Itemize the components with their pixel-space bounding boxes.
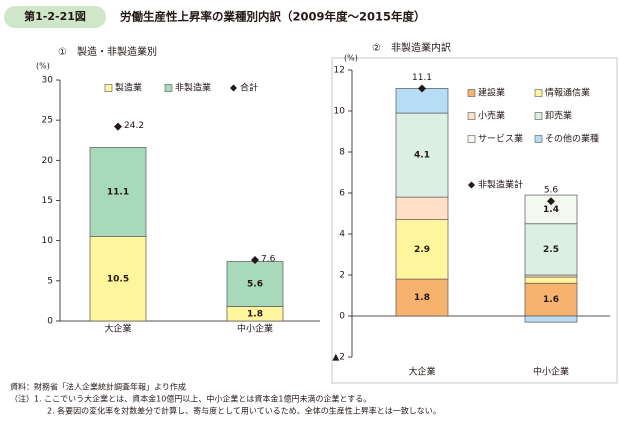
subtitle: ② 非製造業内訳 <box>372 41 451 54</box>
data-label: 5.6 <box>247 280 263 290</box>
legend-label: 非製造業 <box>175 82 211 94</box>
note: （注）1. ここでいう大企業とは、資本金10億円以上、中小企業とは資本金1億円未… <box>10 394 371 404</box>
data-label: 4.1 <box>414 151 430 161</box>
total-marker <box>547 197 555 206</box>
y-axis-label: (%) <box>344 54 358 63</box>
x-tick-label: 中小企業 <box>237 323 273 335</box>
legend-marker <box>230 84 237 92</box>
total-label: 5.6 <box>544 186 559 196</box>
y-tick-label: 10 <box>42 236 54 246</box>
badge-bg <box>4 6 106 28</box>
total-marker <box>114 122 122 131</box>
legend-swatch <box>534 135 543 143</box>
y-tick-label: 6 <box>339 189 345 199</box>
total-label: 7.6 <box>261 254 276 264</box>
total-marker <box>418 84 426 93</box>
y-tick-label: 5 <box>47 276 53 286</box>
note: 資料：財務省「法人企業統計調査年報」より作成 <box>10 382 186 392</box>
data-label: 10.5 <box>107 274 129 284</box>
data-label: 1.8 <box>414 293 430 303</box>
data-label: 11.1 <box>107 188 129 198</box>
data-label: 2.5 <box>543 245 559 255</box>
y-tick-label: 0 <box>47 317 53 327</box>
legend-swatch <box>534 112 543 120</box>
legend-label: 建設業 <box>478 87 505 99</box>
bar-segment <box>524 315 578 323</box>
y-tick-label: 25 <box>42 116 53 126</box>
legend-label: 製造業 <box>115 82 142 94</box>
title: 労働生産性上昇率の業種別内訳（2009年度～2015年度） <box>120 10 426 24</box>
legend-marker <box>468 181 475 189</box>
total-label: 24.2 <box>124 121 144 131</box>
x-tick-label: 中小企業 <box>533 366 569 378</box>
x-tick-label: 大企業 <box>408 366 435 378</box>
bar-segment <box>395 196 449 221</box>
y-axis-label: (%) <box>36 62 50 71</box>
legend-swatch <box>104 84 113 92</box>
legend-label: 非製造業計 <box>478 179 523 191</box>
y-tick-label: 8 <box>339 148 345 158</box>
bar-segment <box>89 236 147 322</box>
bar-segment <box>226 261 284 307</box>
bar-segment <box>395 88 449 114</box>
legend-label: サービス業 <box>478 133 523 145</box>
panel-frame <box>331 57 618 384</box>
y-tick-label: 4 <box>339 230 345 240</box>
note: 2. 各要因の変化率を対数差分で計算し、寄与度として用いているため、全体の生産性… <box>47 406 441 416</box>
legend-swatch <box>534 89 543 97</box>
data-label: 2.9 <box>414 245 430 255</box>
bar-segment <box>395 112 449 198</box>
data-label: 1.6 <box>543 295 559 305</box>
y-tick-label: 0 <box>339 312 345 322</box>
bar-segment <box>395 219 449 280</box>
data-label: 1.4 <box>543 205 559 215</box>
badge: 第1-2-21図 <box>24 9 86 23</box>
legend-label: 情報通信業 <box>545 87 590 99</box>
legend-label: 小売業 <box>478 110 505 122</box>
y-tick-label: 15 <box>42 196 53 206</box>
data-label: 1.8 <box>247 309 263 319</box>
total-marker <box>251 255 259 264</box>
bar-segment <box>524 276 578 284</box>
legend-swatch <box>467 112 476 120</box>
bar-segment <box>395 278 449 317</box>
y-tick-label: 30 <box>42 76 54 86</box>
legend-label: 合計 <box>240 82 258 94</box>
y-tick-label: ▲2 <box>332 353 345 363</box>
y-tick-label: 20 <box>42 156 54 166</box>
legend-swatch <box>164 84 173 92</box>
total-label: 11.1 <box>412 73 432 83</box>
legend-label: 卸売業 <box>545 110 572 122</box>
bar-segment <box>524 282 578 317</box>
bar-segment <box>524 223 578 276</box>
legend-swatch <box>467 89 476 97</box>
x-tick-label: 大企業 <box>104 323 131 335</box>
legend-label: その他の業種 <box>545 133 599 145</box>
legend-swatch <box>467 135 476 143</box>
y-tick-label: 12 <box>334 66 345 76</box>
y-tick-label: 10 <box>334 107 346 117</box>
bar-segment <box>89 147 147 237</box>
y-tick-label: 2 <box>339 271 345 281</box>
subtitle: ① 製造・非製造業別 <box>58 45 157 58</box>
